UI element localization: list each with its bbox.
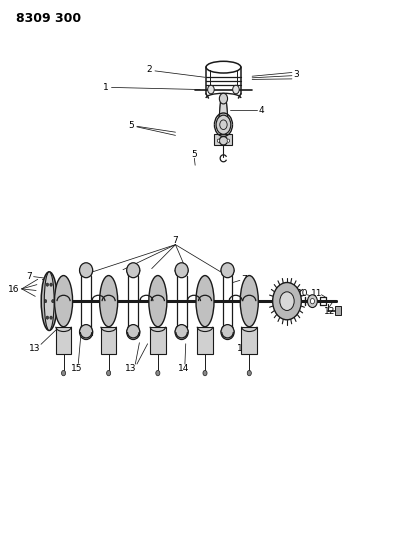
Circle shape bbox=[61, 370, 65, 376]
Ellipse shape bbox=[79, 263, 92, 278]
Ellipse shape bbox=[44, 272, 54, 330]
Text: 3: 3 bbox=[292, 70, 298, 79]
Ellipse shape bbox=[99, 276, 117, 327]
Text: 13: 13 bbox=[236, 344, 248, 353]
Circle shape bbox=[310, 298, 314, 304]
Ellipse shape bbox=[126, 325, 139, 340]
Text: 12: 12 bbox=[323, 307, 334, 316]
Circle shape bbox=[44, 300, 47, 303]
Circle shape bbox=[247, 370, 251, 376]
Circle shape bbox=[217, 139, 219, 142]
Text: 10: 10 bbox=[296, 289, 308, 297]
Bar bbox=[241, 327, 256, 354]
Bar bbox=[214, 134, 232, 145]
Circle shape bbox=[46, 316, 48, 319]
Text: 9: 9 bbox=[286, 289, 292, 297]
Ellipse shape bbox=[175, 325, 188, 340]
Circle shape bbox=[106, 370, 110, 376]
Text: 11: 11 bbox=[310, 289, 322, 297]
Ellipse shape bbox=[148, 276, 166, 327]
Bar bbox=[101, 327, 116, 354]
Circle shape bbox=[46, 283, 48, 286]
Bar bbox=[150, 327, 165, 354]
Text: 16: 16 bbox=[8, 285, 19, 294]
Circle shape bbox=[272, 282, 301, 320]
Text: 13: 13 bbox=[124, 365, 136, 373]
Circle shape bbox=[232, 85, 239, 94]
Text: 5: 5 bbox=[128, 121, 134, 130]
Ellipse shape bbox=[79, 325, 92, 340]
Circle shape bbox=[219, 93, 227, 104]
Circle shape bbox=[279, 292, 294, 310]
Text: 7: 7 bbox=[240, 275, 246, 284]
Text: 8309 300: 8309 300 bbox=[16, 12, 81, 25]
Text: 15: 15 bbox=[71, 365, 82, 373]
Text: 2: 2 bbox=[146, 66, 152, 74]
Ellipse shape bbox=[126, 263, 139, 278]
Circle shape bbox=[202, 370, 207, 376]
Text: 14: 14 bbox=[178, 365, 189, 373]
Text: 17: 17 bbox=[41, 279, 53, 287]
Text: 13: 13 bbox=[29, 344, 40, 353]
Circle shape bbox=[52, 300, 54, 303]
Text: 4: 4 bbox=[258, 106, 264, 115]
Circle shape bbox=[50, 283, 52, 286]
Circle shape bbox=[307, 295, 317, 308]
Circle shape bbox=[216, 115, 230, 134]
Ellipse shape bbox=[175, 263, 188, 278]
Bar bbox=[335, 306, 340, 315]
Text: 8: 8 bbox=[247, 288, 252, 297]
Ellipse shape bbox=[220, 325, 234, 340]
Bar bbox=[56, 327, 71, 354]
Circle shape bbox=[207, 85, 214, 94]
Ellipse shape bbox=[41, 272, 57, 330]
Ellipse shape bbox=[240, 276, 258, 327]
Ellipse shape bbox=[220, 263, 234, 278]
Text: 5: 5 bbox=[191, 150, 197, 159]
Circle shape bbox=[155, 370, 160, 376]
Bar bbox=[197, 327, 212, 354]
Ellipse shape bbox=[54, 276, 72, 327]
Polygon shape bbox=[218, 96, 228, 125]
Text: 7: 7 bbox=[172, 237, 178, 245]
Circle shape bbox=[50, 316, 52, 319]
Text: 1: 1 bbox=[103, 83, 108, 92]
Ellipse shape bbox=[196, 276, 213, 327]
Text: 7: 7 bbox=[26, 272, 31, 280]
Circle shape bbox=[227, 139, 229, 142]
